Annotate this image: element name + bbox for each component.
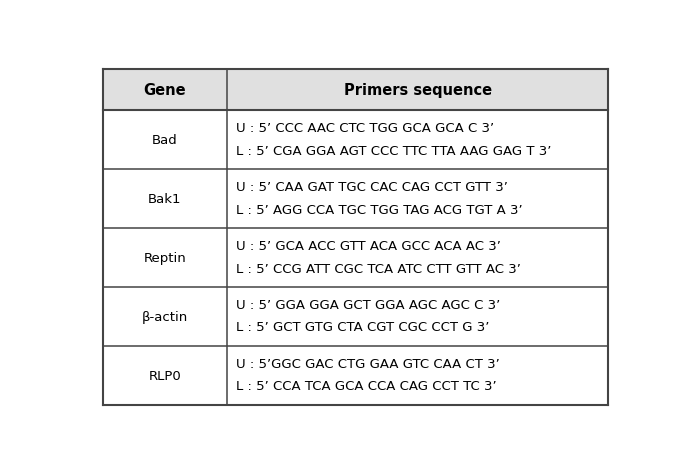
Text: Primers sequence: Primers sequence xyxy=(344,83,491,98)
Text: U : 5’ GGA GGA GCT GGA AGC AGC C 3’: U : 5’ GGA GGA GCT GGA AGC AGC C 3’ xyxy=(237,299,500,312)
Text: RLP0: RLP0 xyxy=(149,369,181,382)
Text: Gene: Gene xyxy=(144,83,186,98)
Text: L : 5’ CCA TCA GCA CCA CAG CCT TC 3’: L : 5’ CCA TCA GCA CCA CAG CCT TC 3’ xyxy=(237,380,497,393)
Text: L : 5’ CGA GGA AGT CCC TTC TTA AAG GAG T 3’: L : 5’ CGA GGA AGT CCC TTC TTA AAG GAG T… xyxy=(237,144,552,157)
Text: Bad: Bad xyxy=(152,134,178,147)
Text: U : 5’GGC GAC CTG GAA GTC CAA CT 3’: U : 5’GGC GAC CTG GAA GTC CAA CT 3’ xyxy=(237,357,500,370)
Text: L : 5’ CCG ATT CGC TCA ATC CTT GTT AC 3’: L : 5’ CCG ATT CGC TCA ATC CTT GTT AC 3’ xyxy=(237,262,521,275)
Text: β-actin: β-actin xyxy=(142,310,188,323)
Text: Reptin: Reptin xyxy=(144,251,186,264)
Text: L : 5’ AGG CCA TGC TGG TAG ACG TGT A 3’: L : 5’ AGG CCA TGC TGG TAG ACG TGT A 3’ xyxy=(237,203,523,216)
Text: U : 5’ CCC AAC CTC TGG GCA GCA C 3’: U : 5’ CCC AAC CTC TGG GCA GCA C 3’ xyxy=(237,122,495,135)
Text: U : 5’ GCA ACC GTT ACA GCC ACA AC 3’: U : 5’ GCA ACC GTT ACA GCC ACA AC 3’ xyxy=(237,240,501,253)
Text: L : 5’ GCT GTG CTA CGT CGC CCT G 3’: L : 5’ GCT GTG CTA CGT CGC CCT G 3’ xyxy=(237,321,490,334)
Text: Bak1: Bak1 xyxy=(148,193,182,206)
Text: U : 5’ CAA GAT TGC CAC CAG CCT GTT 3’: U : 5’ CAA GAT TGC CAC CAG CCT GTT 3’ xyxy=(237,181,508,194)
